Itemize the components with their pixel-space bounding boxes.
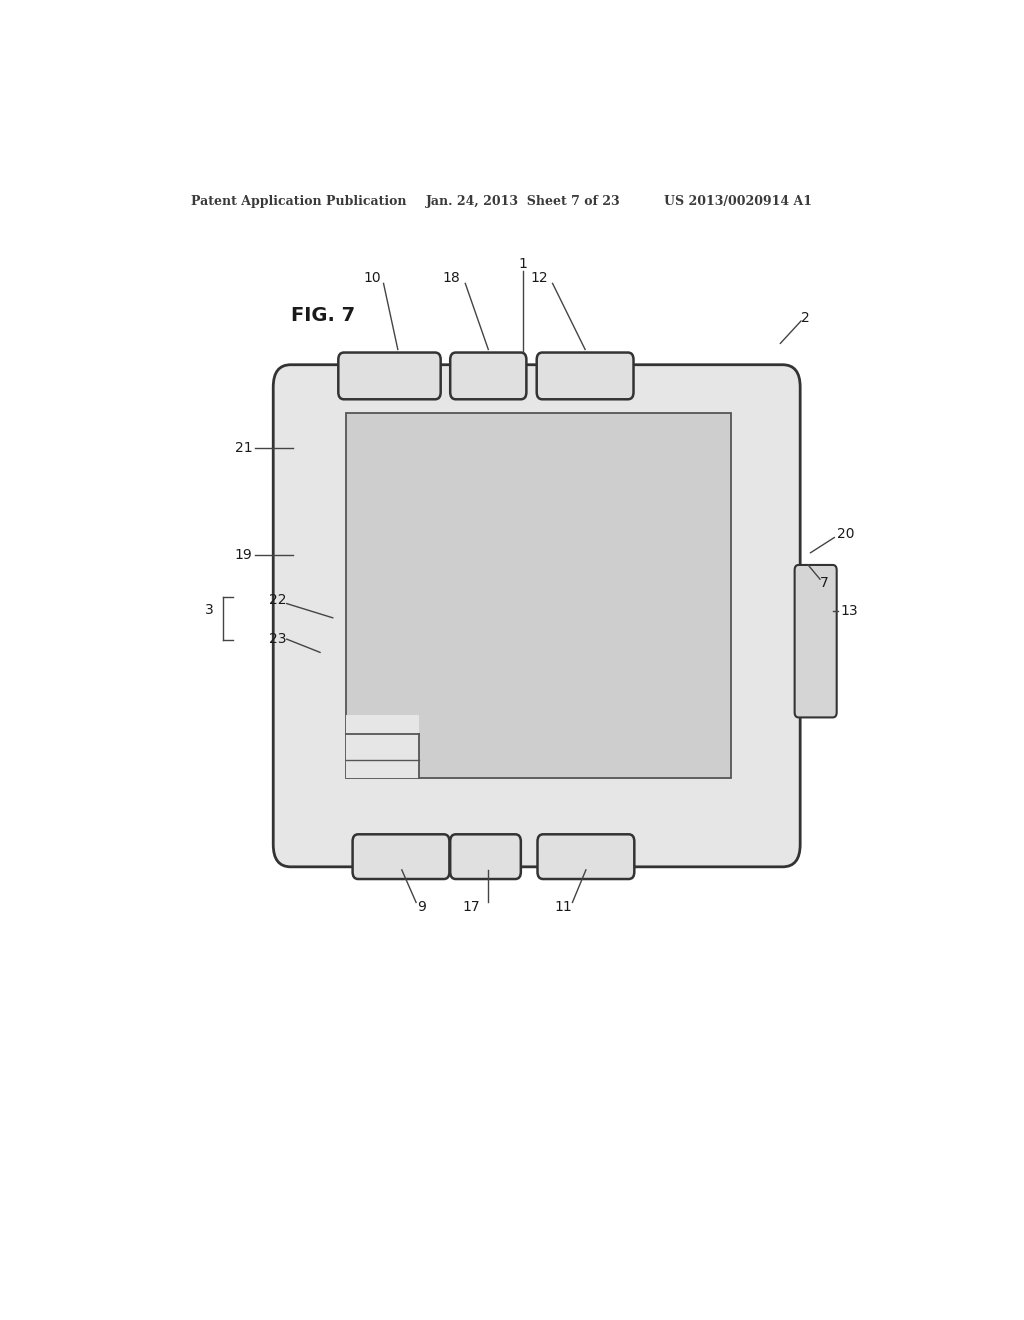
- Text: 3: 3: [205, 603, 214, 616]
- Text: 7: 7: [820, 577, 828, 590]
- Text: 21: 21: [234, 441, 253, 455]
- Text: Patent Application Publication: Patent Application Publication: [191, 194, 407, 207]
- Bar: [346, 412, 731, 779]
- FancyBboxPatch shape: [273, 364, 800, 867]
- Text: Jan. 24, 2013  Sheet 7 of 23: Jan. 24, 2013 Sheet 7 of 23: [426, 194, 621, 207]
- FancyBboxPatch shape: [538, 834, 634, 879]
- Text: 12: 12: [530, 272, 548, 285]
- FancyBboxPatch shape: [338, 352, 440, 399]
- Text: 20: 20: [837, 528, 854, 541]
- FancyBboxPatch shape: [451, 834, 521, 879]
- Text: FIG. 7: FIG. 7: [291, 306, 354, 326]
- Text: 11: 11: [554, 900, 571, 915]
- Text: 22: 22: [269, 593, 287, 606]
- Text: 18: 18: [443, 272, 461, 285]
- Text: 1: 1: [519, 257, 527, 271]
- Text: 9: 9: [417, 900, 426, 915]
- Text: 17: 17: [462, 900, 479, 915]
- Text: 2: 2: [801, 312, 810, 325]
- Text: 19: 19: [234, 548, 253, 562]
- Text: 13: 13: [841, 603, 858, 618]
- Text: 23: 23: [269, 632, 287, 647]
- FancyBboxPatch shape: [795, 565, 837, 718]
- Bar: [346, 715, 419, 779]
- FancyBboxPatch shape: [352, 834, 450, 879]
- Text: 10: 10: [364, 272, 381, 285]
- FancyBboxPatch shape: [537, 352, 634, 399]
- FancyBboxPatch shape: [451, 352, 526, 399]
- Text: US 2013/0020914 A1: US 2013/0020914 A1: [664, 194, 812, 207]
